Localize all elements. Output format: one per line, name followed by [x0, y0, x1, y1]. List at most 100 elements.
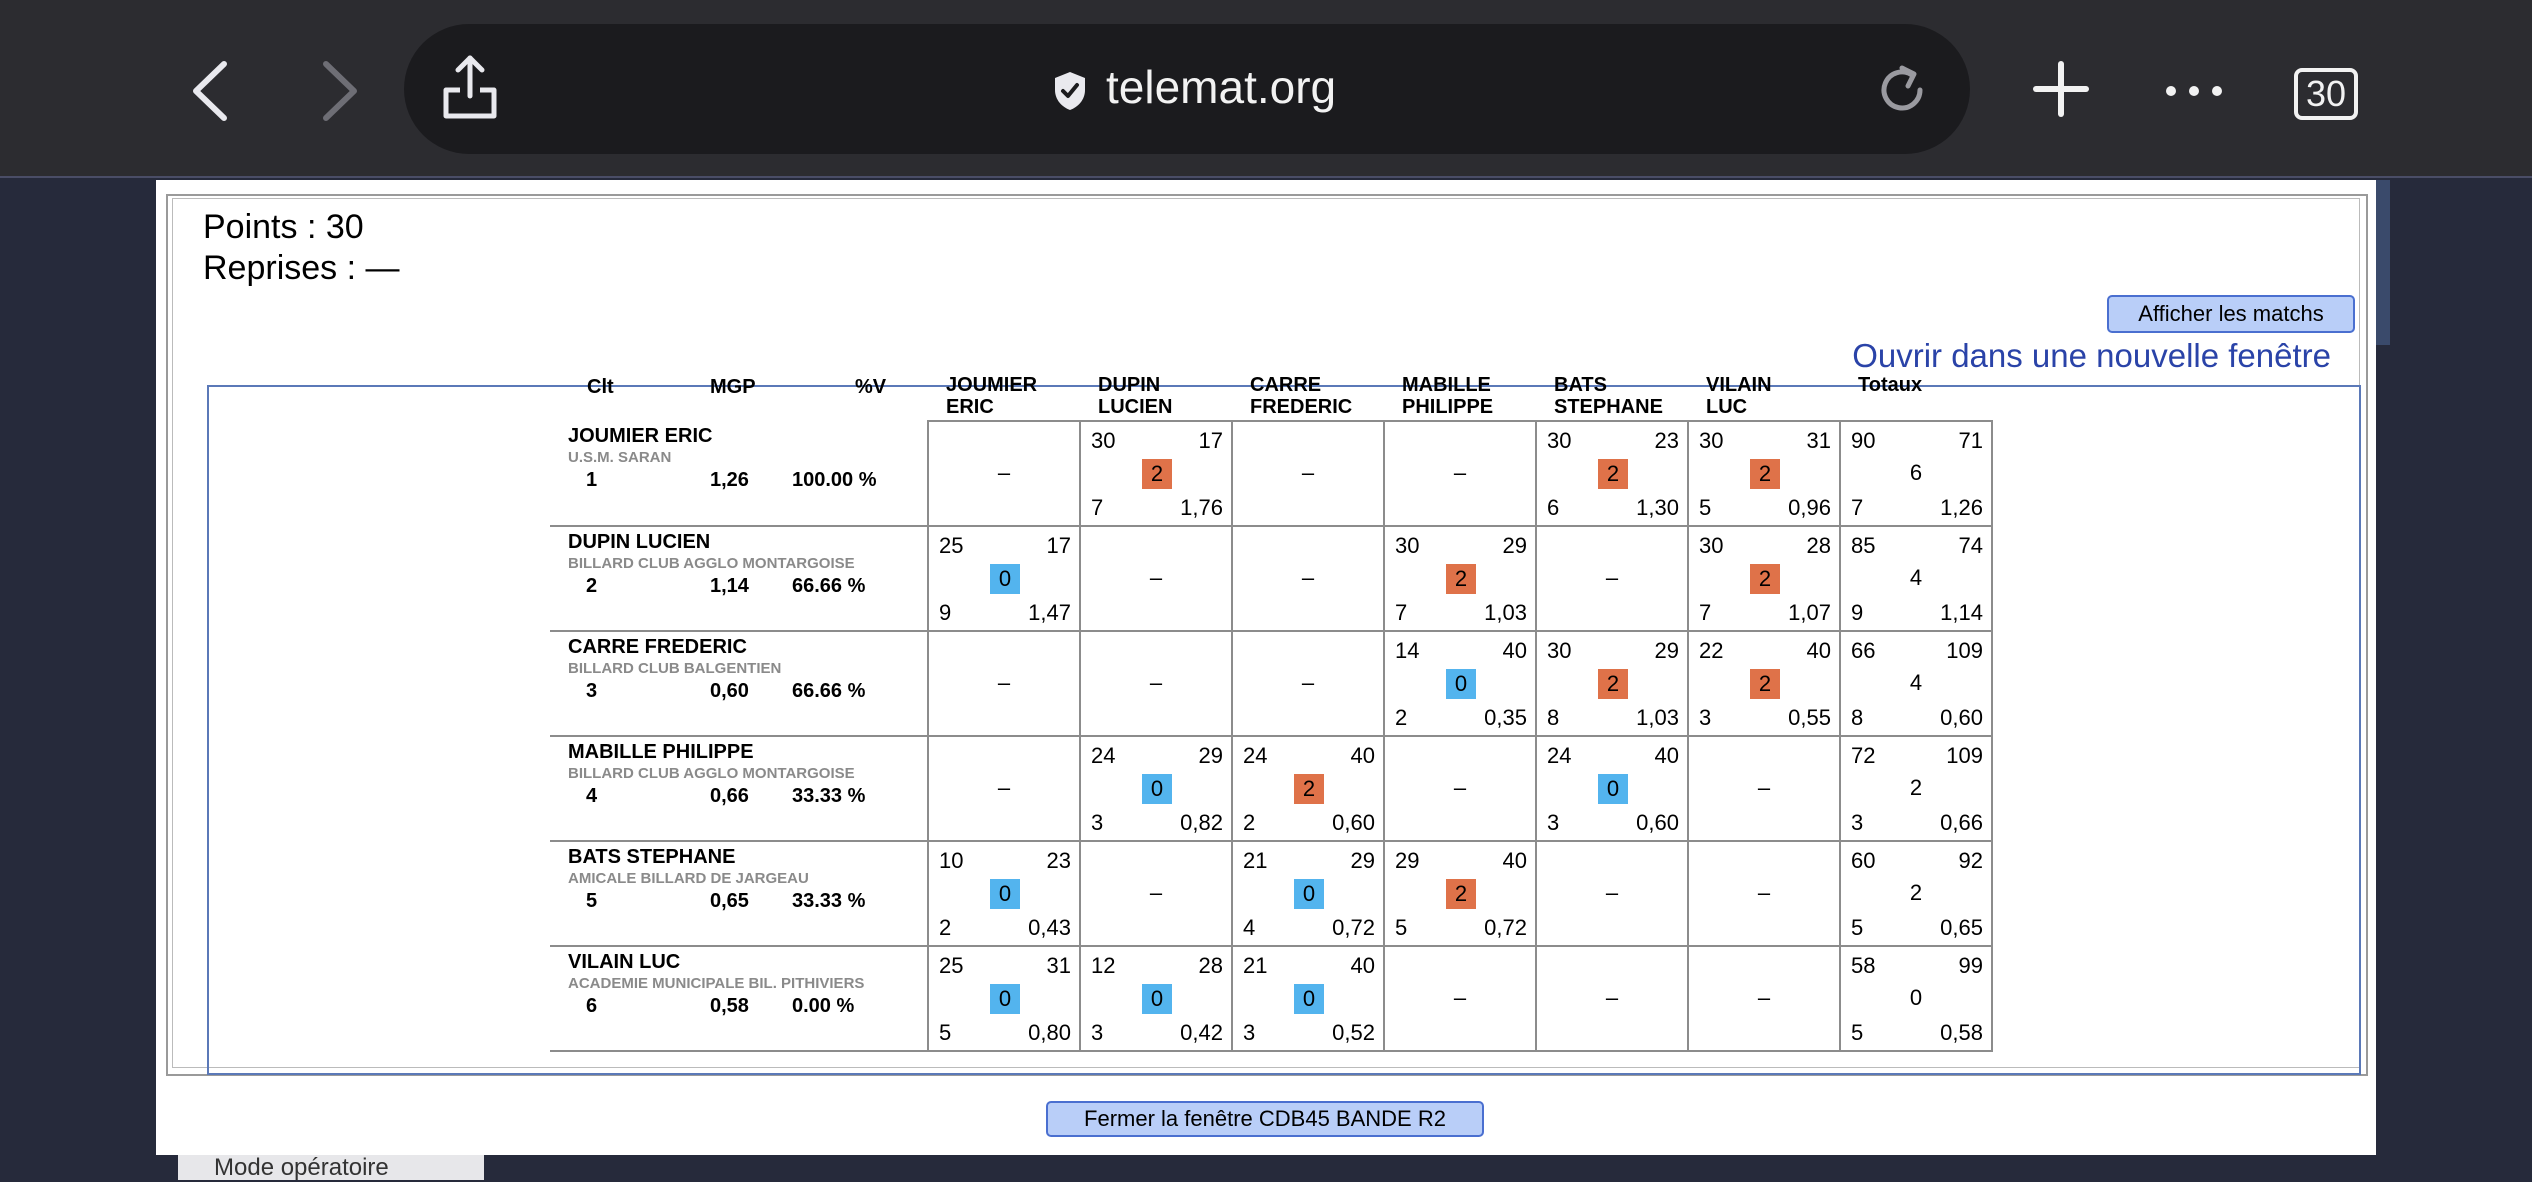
win-badge: 2 — [1446, 879, 1476, 909]
player-win-pct: 66.66 % — [792, 680, 866, 702]
total-points: 58 — [1851, 953, 1876, 978]
win-badge: 2 — [1598, 669, 1628, 699]
match-cell: – — [1383, 945, 1537, 1052]
player-mgp: 0,65 — [710, 890, 749, 912]
empty-mark: – — [1149, 565, 1163, 590]
match-cell: – — [1231, 630, 1385, 737]
match-average: 0,80 — [1028, 1020, 1071, 1045]
total-average: 0,58 — [1940, 1020, 1983, 1045]
results-table: Clt MGP %V JOUMIER ERIC DUPIN LUCIEN CAR… — [550, 374, 1993, 1052]
header-rank: Clt — [587, 376, 614, 398]
results-table-frame — [207, 385, 2361, 1075]
total-opponent-points: 109 — [1946, 743, 1983, 768]
match-cell: – — [927, 630, 1081, 737]
empty-mark: – — [1453, 460, 1467, 485]
player-win-pct: 100.00 % — [792, 469, 877, 491]
match-average: 1,07 — [1788, 600, 1831, 625]
header-totals: Totaux — [1858, 374, 1923, 396]
win-badge: 2 — [1598, 459, 1628, 489]
show-matches-button[interactable]: Afficher les matchs — [2107, 295, 2355, 333]
match-points: 30 — [1699, 533, 1724, 558]
match-points: 24 — [1091, 743, 1116, 768]
match-points: 30 — [1395, 533, 1420, 558]
match-points: 12 — [1091, 953, 1116, 978]
totals-cell: 72 109 2 3 0,66 — [1839, 735, 1993, 842]
player-rank: 5 — [586, 890, 598, 912]
empty-mark: – — [1301, 460, 1315, 485]
table-row: BATS STEPHANE AMICALE BILLARD DE JARGEAU 5… — [550, 840, 1993, 947]
total-average: 1,26 — [1940, 495, 1983, 520]
player-name: BATS STEPHANE — [568, 846, 736, 868]
player-name: CARRE FREDERIC — [568, 636, 747, 658]
match-reprises: 7 — [1699, 600, 1712, 625]
share-icon[interactable] — [440, 52, 500, 122]
match-points: 10 — [939, 848, 964, 873]
win-badge: 2 — [1750, 669, 1780, 699]
forward-arrow-icon[interactable] — [310, 58, 370, 124]
player-info-cell: DUPIN LUCIEN BILLARD CLUB AGGLO MONTARGOI… — [550, 526, 928, 632]
match-reprises: 5 — [1395, 915, 1408, 940]
back-arrow-icon[interactable] — [180, 58, 240, 124]
player-info-cell: MABILLE PHILIPPE BILLARD CLUB AGGLO MONTA… — [550, 736, 928, 842]
total-match-points: 6 — [1909, 460, 1923, 485]
total-opponent-points: 71 — [1958, 428, 1983, 453]
match-cell: 24 29 0 3 0,82 — [1079, 735, 1233, 842]
close-window-button[interactable]: Fermer la fenêtre CDB45 BANDE R2 — [1046, 1101, 1484, 1137]
loss-badge: 0 — [1294, 984, 1324, 1014]
match-opponent-points: 17 — [1198, 428, 1223, 453]
empty-mark: – — [1301, 565, 1315, 590]
player-rank: 4 — [586, 785, 598, 807]
match-cell: – — [927, 735, 1081, 842]
total-match-points: 2 — [1909, 775, 1923, 800]
loss-badge: 0 — [990, 879, 1020, 909]
player-win-pct: 0.00 % — [792, 995, 855, 1017]
reload-icon[interactable] — [1872, 60, 1932, 120]
player-name: DUPIN LUCIEN — [568, 531, 711, 553]
new-tab-plus-icon[interactable] — [2032, 60, 2090, 118]
tab-count-button[interactable]: 30 — [2294, 68, 2358, 120]
totals-cell: 85 74 4 9 1,14 — [1839, 525, 1993, 632]
match-cell: 30 17 2 7 1,76 — [1079, 420, 1233, 527]
match-average: 1,30 — [1636, 495, 1679, 520]
url-domain[interactable]: telemat.org — [1106, 61, 1337, 113]
open-new-window-link[interactable]: Ouvrir dans une nouvelle fenêtre — [1852, 337, 2331, 374]
total-average: 0,65 — [1940, 915, 1983, 940]
match-cell: – — [1079, 840, 1233, 947]
total-average: 0,60 — [1940, 705, 1983, 730]
win-badge: 2 — [1294, 774, 1324, 804]
modal-inner-frame: Points : 30 Reprises : — Afficher les ma… — [172, 198, 2361, 1075]
match-cell: 30 29 2 7 1,03 — [1383, 525, 1537, 632]
empty-mark: – — [1605, 880, 1619, 905]
loss-badge: 0 — [1598, 774, 1628, 804]
match-average: 0,55 — [1788, 705, 1831, 730]
total-match-points: 0 — [1909, 985, 1923, 1010]
player-rank: 6 — [586, 995, 598, 1017]
match-average: 0,60 — [1332, 810, 1375, 835]
total-reprises: 5 — [1851, 1020, 1864, 1045]
more-options-icon[interactable] — [2164, 84, 2224, 98]
match-opponent-points: 40 — [1502, 638, 1527, 663]
player-club: AMICALE BILLARD DE JARGEAU — [568, 870, 809, 887]
player-name: MABILLE PHILIPPE — [568, 741, 754, 763]
match-average: 0,96 — [1788, 495, 1831, 520]
player-mgp: 0,60 — [710, 680, 749, 702]
player-club: ACADEMIE MUNICIPALE BIL. PITHIVIERS — [568, 975, 865, 992]
player-info-cell: BATS STEPHANE AMICALE BILLARD DE JARGEAU 5… — [550, 841, 928, 947]
match-opponent-points: 29 — [1654, 638, 1679, 663]
match-average: 0,52 — [1332, 1020, 1375, 1045]
address-bar[interactable] — [404, 24, 1970, 154]
match-cell: – — [1535, 945, 1689, 1052]
loss-badge: 0 — [1142, 984, 1172, 1014]
match-reprises: 9 — [939, 600, 952, 625]
table-row: MABILLE PHILIPPE BILLARD CLUB AGGLO MONTA… — [550, 735, 1993, 842]
match-reprises: 7 — [1395, 600, 1408, 625]
player-win-pct: 33.33 % — [792, 890, 866, 912]
match-points: 30 — [1547, 638, 1572, 663]
match-cell: – — [1383, 735, 1537, 842]
player-name: JOUMIER ERIC — [568, 425, 713, 447]
match-average: 0,60 — [1636, 810, 1679, 835]
empty-mark: – — [1453, 985, 1467, 1010]
total-reprises: 5 — [1851, 915, 1864, 940]
empty-mark: – — [1605, 565, 1619, 590]
total-average: 1,14 — [1940, 600, 1983, 625]
